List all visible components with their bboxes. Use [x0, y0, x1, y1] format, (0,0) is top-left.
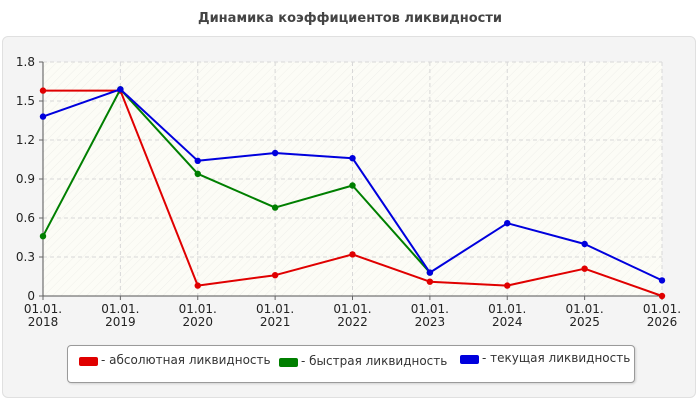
- x-tick-label: 01.01. 2026: [643, 302, 681, 329]
- series-absolute-point: [504, 282, 511, 289]
- series-current-point: [426, 269, 434, 276]
- legend-swatch-quick: [279, 358, 298, 367]
- legend-swatch-current: [460, 355, 479, 364]
- x-tick-label: 01.01. 2024: [488, 302, 526, 329]
- series-quick-point: [194, 170, 201, 177]
- y-tick-label: 0.6: [16, 211, 35, 225]
- x-tick-label: 01.01. 2019: [101, 302, 139, 329]
- x-tick-label: 01.01. 2018: [24, 302, 62, 329]
- x-tick-label: 01.01. 2022: [333, 302, 371, 329]
- legend-label-absolute: - абсолютная ликвидность: [101, 353, 271, 367]
- y-tick-label: 0.9: [16, 172, 35, 186]
- series-quick-point: [271, 204, 279, 211]
- series-current-point: [504, 220, 511, 227]
- y-tick-label: 1.8: [16, 55, 35, 69]
- chart-legend: - абсолютная ликвидность - быстрая ликви…: [67, 345, 635, 383]
- y-tick-label: 0: [27, 289, 35, 303]
- series-absolute-point: [581, 265, 588, 272]
- series-current-point: [271, 149, 279, 157]
- series-absolute-point: [349, 251, 356, 258]
- series-quick-point: [349, 182, 356, 189]
- legend-label-current: - текущая ликвидность: [482, 351, 631, 365]
- x-tick-label: 01.01. 2020: [179, 302, 217, 329]
- y-tick-label: 1.5: [16, 94, 35, 108]
- x-tick-label: 01.01. 2023: [411, 302, 449, 329]
- legend-swatch-absolute: [79, 357, 98, 366]
- series-absolute-point: [658, 292, 666, 300]
- x-tick-label: 01.01. 2021: [256, 302, 294, 329]
- series-current-point: [194, 157, 201, 164]
- series-current-point: [39, 113, 47, 120]
- series-absolute-point: [426, 278, 434, 285]
- series-quick-line: [42, 88, 431, 274]
- y-tick-label: 1.2: [16, 133, 35, 147]
- legend-label-quick: - быстрая ликвидность: [301, 354, 448, 368]
- series-current-point: [658, 277, 666, 284]
- x-tick-label: 01.01. 2025: [566, 302, 604, 329]
- y-tick-label: 0.3: [16, 250, 35, 264]
- series-current-point: [117, 86, 124, 93]
- series-absolute-point: [39, 87, 47, 94]
- series-quick-point: [39, 233, 47, 240]
- series-absolute-point: [194, 282, 201, 289]
- series-current-point: [581, 240, 588, 248]
- series-absolute-point: [271, 272, 279, 279]
- chart-title: Динамика коэффициентов ликвидности: [198, 11, 502, 26]
- series-current-point: [349, 155, 356, 162]
